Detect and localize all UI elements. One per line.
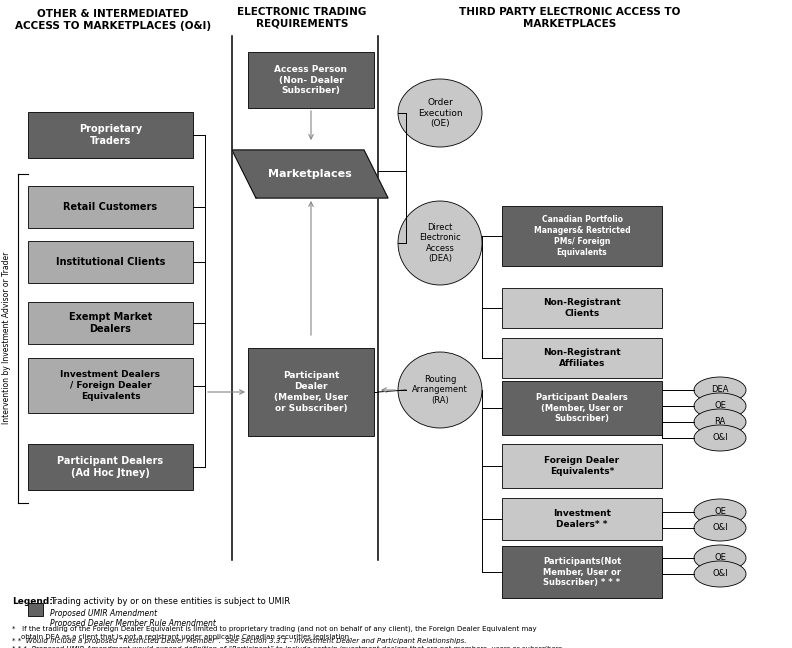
Ellipse shape <box>694 499 746 525</box>
Text: OTHER & INTERMEDIATED
ACCESS TO MARKETPLACES (O&I): OTHER & INTERMEDIATED ACCESS TO MARKETPL… <box>15 9 211 31</box>
FancyBboxPatch shape <box>502 498 662 540</box>
Text: OE: OE <box>714 402 726 410</box>
Text: * * *  Proposed UMIR Amendment would expand definition of “Participant” to inclu: * * * Proposed UMIR Amendment would expa… <box>12 646 564 648</box>
FancyBboxPatch shape <box>28 444 193 490</box>
FancyBboxPatch shape <box>248 348 374 436</box>
Text: Non-Registrant
Clients: Non-Registrant Clients <box>543 298 621 318</box>
Ellipse shape <box>398 79 482 147</box>
FancyBboxPatch shape <box>28 603 43 616</box>
Text: Participants(Not
Member, User or
Subscriber) * * *: Participants(Not Member, User or Subscri… <box>543 557 621 587</box>
Text: OE: OE <box>714 507 726 516</box>
Ellipse shape <box>694 377 746 403</box>
FancyBboxPatch shape <box>28 186 193 228</box>
FancyBboxPatch shape <box>28 112 193 158</box>
Text: OE: OE <box>714 553 726 562</box>
Ellipse shape <box>694 409 746 435</box>
FancyBboxPatch shape <box>502 338 662 378</box>
Ellipse shape <box>398 352 482 428</box>
Ellipse shape <box>694 393 746 419</box>
Text: Exempt Market
Dealers: Exempt Market Dealers <box>69 312 152 334</box>
Ellipse shape <box>398 201 482 285</box>
Text: Routing
Arrangement
(RA): Routing Arrangement (RA) <box>412 375 468 405</box>
Text: Proprietary
Traders: Proprietary Traders <box>79 124 142 146</box>
FancyBboxPatch shape <box>28 302 193 344</box>
Text: O&I: O&I <box>712 570 728 579</box>
Text: O&I: O&I <box>712 524 728 533</box>
Text: Intervention by Investment Advisor or Trader: Intervention by Investment Advisor or Tr… <box>2 252 12 424</box>
FancyBboxPatch shape <box>502 381 662 435</box>
Text: Direct
Electronic
Access
(DEA): Direct Electronic Access (DEA) <box>419 223 461 263</box>
Ellipse shape <box>694 515 746 541</box>
FancyBboxPatch shape <box>248 52 374 108</box>
Text: Trading activity by or on these entities is subject to UMIR: Trading activity by or on these entities… <box>50 597 290 607</box>
Ellipse shape <box>694 425 746 451</box>
FancyBboxPatch shape <box>502 206 662 266</box>
Text: Retail Customers: Retail Customers <box>63 202 158 212</box>
Text: Investment
Dealers* *: Investment Dealers* * <box>553 509 611 529</box>
FancyBboxPatch shape <box>28 241 193 283</box>
Text: O&I: O&I <box>712 434 728 443</box>
Text: Proposed Dealer Member Rule Amendment: Proposed Dealer Member Rule Amendment <box>50 619 216 629</box>
Text: Order
Execution
(OE): Order Execution (OE) <box>417 98 463 128</box>
FancyBboxPatch shape <box>502 546 662 598</box>
Text: Access Person
(Non- Dealer
Subscriber): Access Person (Non- Dealer Subscriber) <box>275 65 348 95</box>
FancyBboxPatch shape <box>502 444 662 488</box>
Text: DEA: DEA <box>711 386 729 395</box>
Text: Participant Dealers
(Member, User or
Subscriber): Participant Dealers (Member, User or Sub… <box>536 393 628 423</box>
Text: Foreign Dealer
Equivalents*: Foreign Dealer Equivalents* <box>544 456 619 476</box>
Ellipse shape <box>694 545 746 571</box>
Text: RA: RA <box>714 417 725 426</box>
Ellipse shape <box>694 561 746 587</box>
Text: ELECTRONIC TRADING
REQUIREMENTS: ELECTRONIC TRADING REQUIREMENTS <box>238 7 367 29</box>
Text: Participant Dealers
(Ad Hoc Jtney): Participant Dealers (Ad Hoc Jtney) <box>58 456 164 478</box>
Text: Legend:: Legend: <box>12 597 53 607</box>
FancyBboxPatch shape <box>28 358 193 413</box>
Text: * *  Would include a proposed “Restricted Dealer Member”.  See Section 3.3.1 - I: * * Would include a proposed “Restricted… <box>12 638 466 644</box>
Text: Non-Registrant
Affiliates: Non-Registrant Affiliates <box>543 348 621 368</box>
Text: *   If the trading of the Foreign Dealer Equivalent is limited to proprietary tr: * If the trading of the Foreign Dealer E… <box>12 626 537 640</box>
Text: Canadian Portfolio
Managers& Restricted
PMs/ Foreign
Equivalents: Canadian Portfolio Managers& Restricted … <box>534 215 630 257</box>
Text: Proposed UMIR Amendment: Proposed UMIR Amendment <box>50 610 157 618</box>
Text: THIRD PARTY ELECTRONIC ACCESS TO
MARKETPLACES: THIRD PARTY ELECTRONIC ACCESS TO MARKETP… <box>459 7 680 29</box>
Text: Investment Dealers
/ Foreign Dealer
Equivalents: Investment Dealers / Foreign Dealer Equi… <box>60 370 161 400</box>
Polygon shape <box>232 150 388 198</box>
FancyBboxPatch shape <box>502 288 662 328</box>
Text: Institutional Clients: Institutional Clients <box>55 257 166 267</box>
Text: Marketplaces: Marketplaces <box>268 169 352 179</box>
Text: Participant
Dealer
(Member, User
or Subscriber): Participant Dealer (Member, User or Subs… <box>274 371 348 413</box>
